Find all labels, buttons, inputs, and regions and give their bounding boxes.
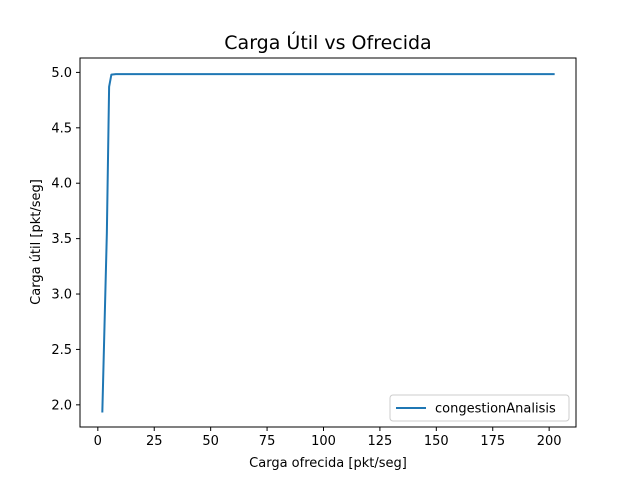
x-axis-label: Carga ofrecida [pkt/seg] bbox=[249, 456, 407, 471]
x-tick-label: 75 bbox=[259, 434, 276, 449]
y-tick-label: 3.0 bbox=[51, 288, 72, 303]
y-tick-label: 2.0 bbox=[51, 398, 72, 413]
x-tick-label: 200 bbox=[537, 434, 562, 449]
y-axis-label: Carga útil [pkt/seg] bbox=[29, 179, 44, 305]
y-axis-ticks: 2.0 2.5 3.0 3.5 4.0 4.5 5.0 bbox=[51, 66, 80, 413]
y-tick-label: 3.5 bbox=[51, 232, 72, 247]
plot-area: 0 25 50 75 100 125 150 175 200 2.0 2.5 3.0 3.5 4.0 4.… bbox=[51, 57, 577, 449]
y-tick-label: 4.0 bbox=[51, 177, 72, 192]
plot-frame bbox=[79, 57, 577, 428]
y-tick-label: 4.5 bbox=[51, 121, 72, 136]
x-tick-label: 150 bbox=[424, 434, 449, 449]
series-line-congestion-analisis bbox=[101, 73, 555, 413]
legend-label: congestionAnalisis bbox=[435, 402, 556, 417]
legend-box bbox=[389, 394, 570, 422]
x-tick-label: 125 bbox=[367, 434, 392, 449]
x-tick-label: 0 bbox=[94, 434, 102, 449]
y-tick-label: 2.5 bbox=[51, 343, 72, 358]
x-tick-label: 25 bbox=[146, 434, 163, 449]
x-tick-label: 100 bbox=[311, 434, 336, 449]
series-layer bbox=[101, 73, 555, 413]
chart-title: Carga Útil vs Ofrecida bbox=[224, 30, 431, 54]
y-tick-label: 5.0 bbox=[51, 66, 72, 81]
x-tick-label: 50 bbox=[202, 434, 219, 449]
x-tick-label: 175 bbox=[480, 434, 505, 449]
legend: congestionAnalisis bbox=[389, 394, 570, 422]
x-axis-ticks: 0 25 50 75 100 125 150 175 200 bbox=[94, 427, 562, 449]
